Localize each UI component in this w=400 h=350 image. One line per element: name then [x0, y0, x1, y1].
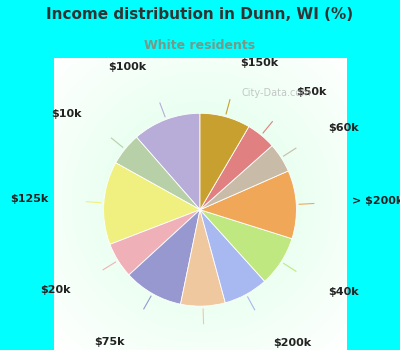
Wedge shape	[104, 163, 200, 244]
Text: $10k: $10k	[51, 109, 82, 119]
Text: $150k: $150k	[240, 58, 278, 68]
Wedge shape	[200, 146, 288, 210]
Wedge shape	[200, 127, 272, 210]
Wedge shape	[116, 137, 200, 210]
Wedge shape	[129, 210, 200, 304]
Text: $200k: $200k	[273, 338, 311, 348]
Text: $75k: $75k	[94, 337, 125, 347]
Text: $50k: $50k	[296, 87, 327, 97]
Text: $20k: $20k	[40, 285, 71, 295]
Wedge shape	[110, 210, 200, 275]
Wedge shape	[180, 210, 225, 306]
Text: > $200k: > $200k	[352, 196, 400, 206]
Text: Income distribution in Dunn, WI (%): Income distribution in Dunn, WI (%)	[46, 7, 354, 22]
Wedge shape	[200, 171, 296, 239]
Wedge shape	[200, 113, 249, 210]
Text: $60k: $60k	[328, 122, 358, 133]
Text: White residents: White residents	[144, 38, 256, 51]
Text: $125k: $125k	[10, 194, 48, 204]
Wedge shape	[200, 210, 292, 281]
Wedge shape	[200, 210, 265, 303]
Text: $100k: $100k	[108, 62, 146, 72]
Text: $40k: $40k	[328, 287, 358, 297]
Wedge shape	[136, 113, 200, 210]
Text: City-Data.com: City-Data.com	[241, 88, 311, 98]
